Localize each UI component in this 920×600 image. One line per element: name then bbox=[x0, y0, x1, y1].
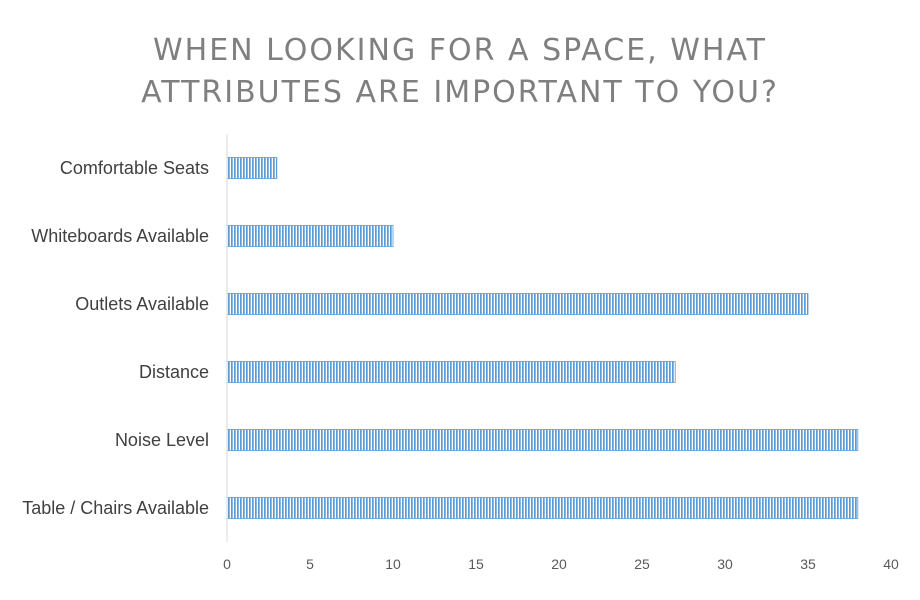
x-tick-label-2: 10 bbox=[385, 556, 401, 572]
x-tick-label-6: 30 bbox=[717, 556, 733, 572]
bar-3 bbox=[226, 361, 676, 383]
category-label-3: Distance bbox=[139, 362, 209, 382]
x-tick-label-7: 35 bbox=[800, 556, 816, 572]
bars-group bbox=[226, 157, 859, 519]
x-tick-labels: 0 5 10 15 20 25 30 35 40 bbox=[223, 556, 899, 572]
x-tick-label-0: 0 bbox=[223, 556, 231, 572]
category-label-2: Outlets Available bbox=[75, 294, 209, 314]
chart-title-line-2: ATTRIBUTES ARE IMPORTANT TO YOU? bbox=[141, 75, 779, 110]
x-tick-label-8: 40 bbox=[883, 556, 899, 572]
bar-2 bbox=[226, 293, 809, 315]
x-tick-label-3: 15 bbox=[468, 556, 484, 572]
category-label-1: Whiteboards Available bbox=[31, 226, 209, 246]
category-label-0: Comfortable Seats bbox=[60, 158, 209, 178]
x-tick-label-5: 25 bbox=[634, 556, 650, 572]
bar-0 bbox=[226, 157, 278, 179]
bar-5 bbox=[226, 497, 859, 519]
chart-title-line-1: WHEN LOOKING FOR A SPACE, WHAT bbox=[152, 33, 767, 68]
chart-title: WHEN LOOKING FOR A SPACE, WHAT ATTRIBUTE… bbox=[0, 30, 920, 114]
category-label-5: Table / Chairs Available bbox=[22, 498, 209, 518]
category-label-4: Noise Level bbox=[115, 430, 209, 450]
bar-4 bbox=[226, 429, 859, 451]
bar-1 bbox=[226, 225, 394, 247]
x-tick-label-4: 20 bbox=[551, 556, 567, 572]
category-labels: Comfortable Seats Whiteboards Available Ou… bbox=[22, 158, 209, 518]
x-tick-label-1: 5 bbox=[306, 556, 314, 572]
